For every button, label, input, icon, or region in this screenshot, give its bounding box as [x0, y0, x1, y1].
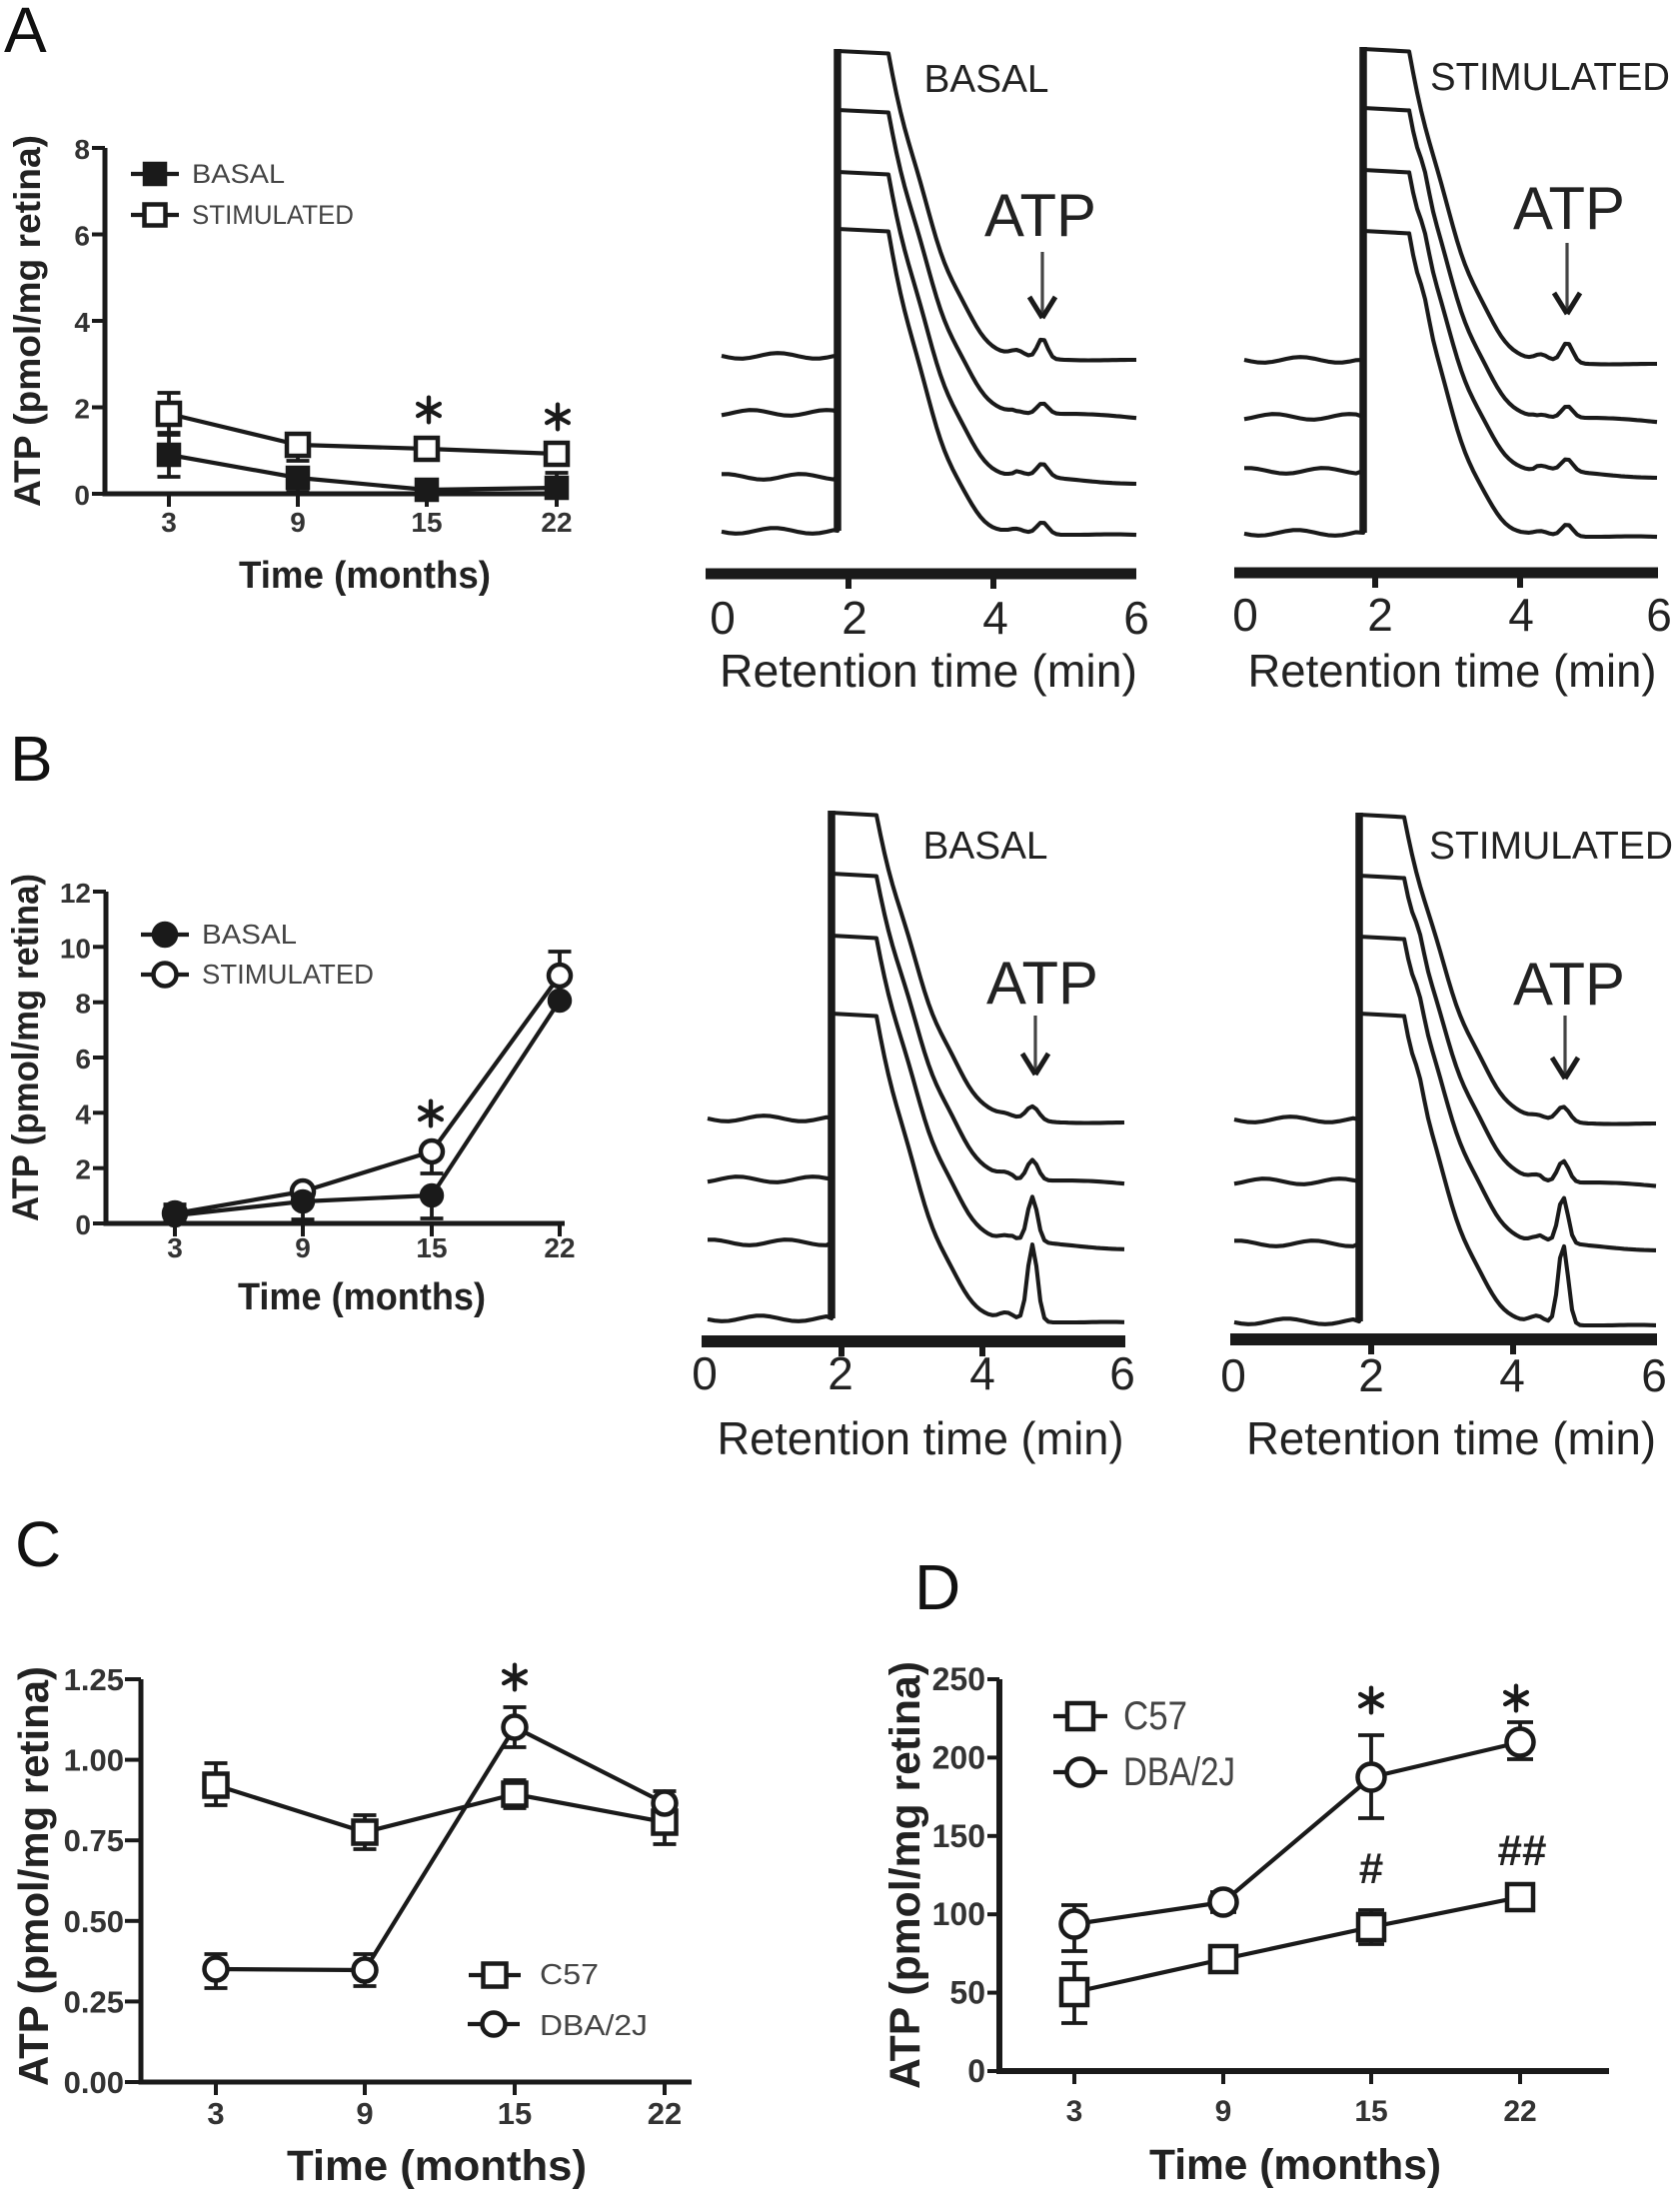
- svg-text:DBA/2J: DBA/2J: [540, 2010, 648, 2042]
- svg-text:0: 0: [75, 1209, 91, 1240]
- svg-text:6: 6: [1641, 1349, 1667, 1401]
- svg-text:0.75: 0.75: [64, 1823, 124, 1858]
- svg-text:15: 15: [498, 2096, 532, 2131]
- svg-text:6: 6: [1123, 592, 1149, 644]
- svg-text:ATP (pmol/mg retina): ATP (pmol/mg retina): [5, 874, 46, 1221]
- svg-text:22: 22: [541, 507, 572, 538]
- svg-text:200: 200: [932, 1739, 985, 1775]
- svg-text:0.00: 0.00: [64, 2065, 124, 2100]
- svg-text:15: 15: [416, 1232, 447, 1263]
- svg-text:4: 4: [1508, 589, 1534, 641]
- svg-text:10: 10: [60, 933, 91, 964]
- svg-text:ATP: ATP: [1513, 175, 1625, 242]
- svg-text:0: 0: [967, 2053, 985, 2089]
- svg-text:ATP: ATP: [986, 950, 1098, 1017]
- svg-text:2: 2: [75, 1154, 91, 1185]
- svg-text:15: 15: [411, 507, 442, 538]
- svg-text:2: 2: [1358, 1349, 1384, 1401]
- svg-text:D: D: [914, 1551, 960, 1623]
- svg-text:50: 50: [949, 1975, 985, 2011]
- svg-text:9: 9: [1215, 2095, 1232, 2128]
- svg-text:8: 8: [75, 989, 91, 1020]
- svg-text:22: 22: [648, 2096, 682, 2131]
- svg-text:0: 0: [710, 592, 736, 644]
- svg-text:2: 2: [828, 1347, 853, 1399]
- svg-text:9: 9: [295, 1232, 311, 1263]
- svg-text:0: 0: [1220, 1349, 1246, 1401]
- svg-text:C57: C57: [540, 1959, 599, 1991]
- svg-text:Retention time (min): Retention time (min): [718, 1412, 1124, 1464]
- svg-text:9: 9: [356, 2096, 373, 2131]
- svg-text:A: A: [4, 0, 47, 66]
- svg-text:Time (months): Time (months): [239, 555, 491, 597]
- svg-text:22: 22: [1503, 2095, 1536, 2128]
- svg-text:##: ##: [1498, 1826, 1547, 1875]
- svg-text:22: 22: [544, 1232, 575, 1263]
- svg-text:12: 12: [60, 878, 91, 909]
- svg-text:2: 2: [1367, 589, 1393, 641]
- svg-text:ATP (pmol/mg retina): ATP (pmol/mg retina): [7, 135, 48, 507]
- svg-text:100: 100: [932, 1896, 985, 1932]
- svg-text:ATP: ATP: [1513, 951, 1625, 1018]
- svg-text:STIMULATED: STIMULATED: [1430, 56, 1670, 99]
- svg-text:Retention time (min): Retention time (min): [720, 645, 1137, 697]
- svg-text:2: 2: [74, 394, 90, 425]
- svg-text:C57: C57: [1123, 1694, 1187, 1738]
- svg-text:0: 0: [74, 480, 90, 511]
- svg-text:C: C: [15, 1508, 61, 1580]
- svg-text:STIMULATED: STIMULATED: [192, 200, 354, 230]
- svg-text:DBA/2J: DBA/2J: [1123, 1750, 1235, 1794]
- svg-text:ATP (pmol/mg retina): ATP (pmol/mg retina): [10, 1666, 57, 2086]
- svg-text:6: 6: [74, 221, 90, 252]
- svg-text:0: 0: [1232, 589, 1258, 641]
- svg-text:3: 3: [1066, 2095, 1083, 2128]
- svg-text:1.25: 1.25: [64, 1662, 124, 1697]
- svg-text:6: 6: [75, 1044, 91, 1075]
- svg-text:3: 3: [161, 507, 177, 538]
- svg-text:Retention time (min): Retention time (min): [1246, 1412, 1656, 1464]
- svg-text:6: 6: [1109, 1347, 1135, 1399]
- svg-text:4: 4: [74, 307, 90, 338]
- svg-text:0.25: 0.25: [64, 1984, 124, 2019]
- svg-text:6: 6: [1646, 589, 1672, 641]
- svg-text:Time (months): Time (months): [1149, 2141, 1441, 2189]
- svg-text:Time (months): Time (months): [238, 1276, 486, 1318]
- svg-text:0: 0: [692, 1347, 718, 1399]
- svg-text:3: 3: [207, 2096, 224, 2131]
- svg-text:B: B: [10, 723, 53, 795]
- svg-text:BASAL: BASAL: [192, 159, 285, 189]
- svg-text:250: 250: [932, 1661, 985, 1697]
- svg-text:4: 4: [982, 592, 1008, 644]
- svg-text:ATP (pmol/mg retina): ATP (pmol/mg retina): [881, 1661, 929, 2089]
- svg-text:Time (months): Time (months): [287, 2142, 587, 2190]
- svg-text:4: 4: [969, 1347, 995, 1399]
- svg-text:15: 15: [1354, 2095, 1387, 2128]
- svg-text:BASAL: BASAL: [924, 58, 1049, 101]
- svg-text:150: 150: [932, 1818, 985, 1854]
- svg-text:4: 4: [1499, 1349, 1525, 1401]
- svg-text:#: #: [1359, 1844, 1383, 1893]
- svg-text:2: 2: [841, 592, 867, 644]
- svg-text:9: 9: [290, 507, 306, 538]
- svg-text:0.50: 0.50: [64, 1904, 124, 1939]
- svg-text:Retention time (min): Retention time (min): [1248, 645, 1657, 697]
- svg-text:BASAL: BASAL: [923, 825, 1048, 868]
- svg-text:BASAL: BASAL: [202, 919, 297, 950]
- svg-text:3: 3: [167, 1232, 183, 1263]
- svg-text:4: 4: [75, 1099, 91, 1129]
- svg-text:ATP: ATP: [984, 182, 1096, 249]
- svg-text:STIMULATED: STIMULATED: [1429, 825, 1673, 868]
- svg-text:8: 8: [74, 134, 90, 165]
- svg-text:STIMULATED: STIMULATED: [202, 959, 374, 990]
- svg-text:1.00: 1.00: [64, 1743, 124, 1778]
